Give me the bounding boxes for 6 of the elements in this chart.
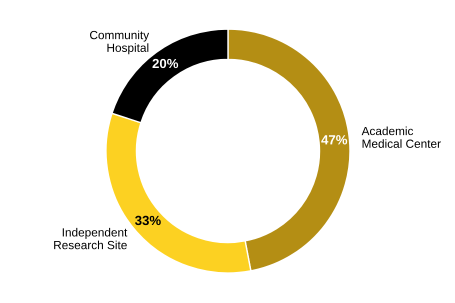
slice-label: Academic Medical Center	[362, 126, 441, 148]
data-label: 20%	[152, 58, 178, 68]
slice-label: Community Hospital	[90, 30, 150, 54]
data-label: 33%	[135, 216, 161, 226]
slice-label: Independent Research Site	[54, 228, 128, 250]
data-label: 47%	[321, 135, 348, 144]
